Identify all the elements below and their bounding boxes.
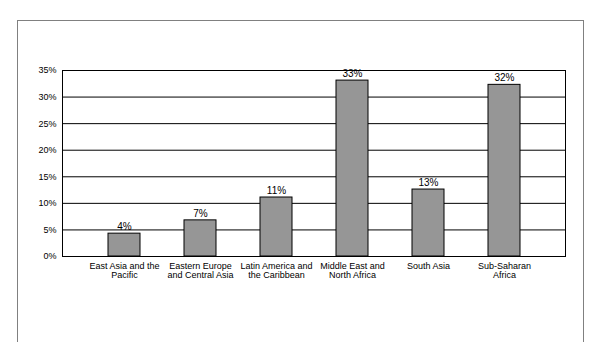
svg-text:32%: 32%: [494, 72, 514, 83]
svg-text:13%: 13%: [418, 177, 438, 188]
svg-text:33%: 33%: [342, 68, 362, 79]
svg-text:5%: 5%: [43, 225, 56, 235]
svg-text:East Asia and thePacific: East Asia and thePacific: [89, 261, 159, 280]
svg-text:Eastern Europeand Central Asia: Eastern Europeand Central Asia: [167, 261, 233, 280]
svg-text:35%: 35%: [38, 65, 56, 75]
svg-text:20%: 20%: [38, 145, 56, 155]
svg-text:4%: 4%: [117, 221, 132, 232]
svg-text:Sub-SaharanAfrica: Sub-SaharanAfrica: [478, 261, 531, 280]
svg-text:South Asia: South Asia: [407, 261, 450, 271]
svg-text:25%: 25%: [38, 119, 56, 129]
svg-text:11%: 11%: [267, 185, 286, 196]
svg-text:15%: 15%: [38, 172, 56, 182]
svg-text:Middle East andNorth Africa: Middle East andNorth Africa: [320, 261, 385, 280]
svg-text:0%: 0%: [43, 251, 56, 261]
svg-text:10%: 10%: [38, 198, 56, 208]
svg-text:7%: 7%: [193, 208, 208, 219]
svg-text:Latin America andthe Caribbean: Latin America andthe Caribbean: [240, 261, 312, 280]
svg-text:30%: 30%: [38, 92, 56, 102]
